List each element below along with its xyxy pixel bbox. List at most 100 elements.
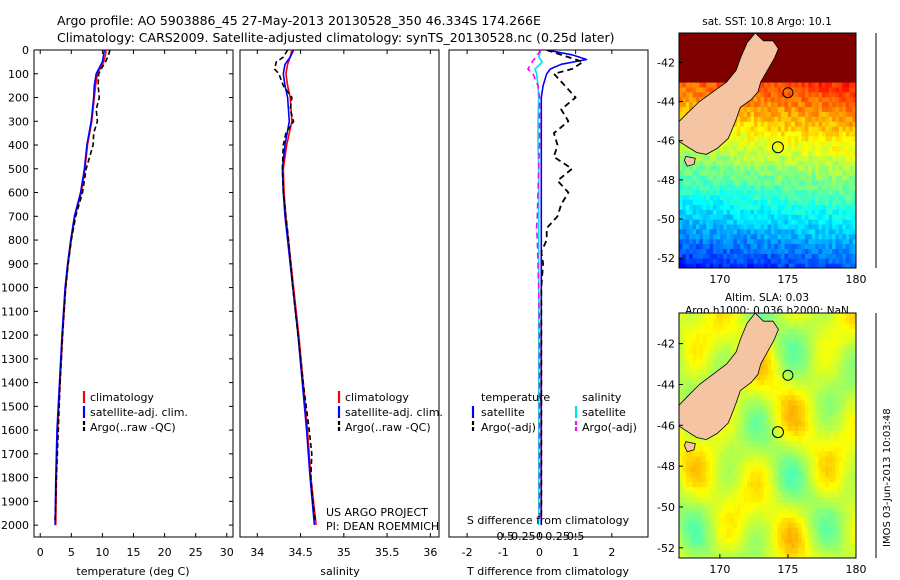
map-cell (719, 170, 724, 176)
map-cell (692, 486, 697, 493)
map-cell (784, 258, 789, 264)
map-cell (696, 179, 701, 186)
legend-satellite-adj: satellite-adj. clim. (90, 406, 188, 419)
map-cell (777, 547, 782, 554)
map-cell (726, 223, 731, 230)
map-cell (757, 101, 762, 108)
map-cell (818, 223, 823, 230)
map-cell (787, 435, 792, 442)
map-cell (781, 333, 786, 340)
map-cell (798, 233, 803, 240)
map-cell (770, 67, 775, 73)
map-cell (821, 189, 826, 196)
map-cell (801, 140, 806, 147)
map-cell (852, 116, 856, 122)
map-cell (709, 155, 714, 161)
map-cell (784, 130, 789, 137)
map-cell (804, 532, 809, 539)
map-cell (832, 86, 837, 93)
map-cell (818, 37, 823, 44)
map-cell (821, 194, 826, 201)
series-line-argo-raw-qc- (54, 50, 111, 521)
map-cell (730, 476, 735, 483)
map-cell (801, 91, 806, 98)
map-cell (682, 512, 687, 518)
map-cell (811, 111, 816, 117)
map-cell (787, 37, 792, 44)
map-cell (777, 450, 782, 457)
map-cell (794, 243, 799, 250)
map-cell (699, 57, 704, 63)
map-cell (770, 435, 775, 442)
map-cell (835, 219, 840, 225)
map-cell (733, 130, 738, 137)
map-cell (723, 445, 728, 452)
map-cell (702, 506, 707, 513)
map-cell (723, 253, 728, 259)
map-cell (757, 199, 762, 205)
map-cell (801, 450, 806, 457)
map-cell (811, 248, 816, 254)
map-cell (832, 455, 837, 462)
map-cell (821, 333, 826, 340)
map-cell (709, 517, 714, 523)
map-cell (770, 353, 775, 360)
map-cell (702, 517, 707, 523)
map-cell (736, 399, 741, 406)
legend-s-argo: Argo(-adj) (582, 421, 637, 434)
map-cell (842, 42, 847, 49)
map-cell (781, 47, 786, 54)
map-cell (798, 547, 803, 554)
map-cell (842, 263, 847, 268)
map-cell (692, 476, 697, 483)
map-cell (740, 323, 745, 329)
map-cell (753, 522, 758, 528)
map-cell (832, 150, 837, 156)
map-cell (825, 409, 830, 416)
map-cell (808, 135, 813, 142)
map-cell (798, 369, 803, 375)
map-cell (791, 318, 796, 324)
map-cell (784, 369, 789, 375)
map-cell (692, 384, 697, 391)
map-cell (743, 420, 748, 426)
map-cell (787, 174, 792, 181)
map-cell (760, 238, 765, 245)
map-cell (764, 126, 769, 132)
map-cell (679, 209, 683, 215)
map-cell (743, 394, 748, 401)
map-cell (808, 404, 813, 411)
map-cell (713, 461, 718, 467)
map-cell (832, 399, 837, 406)
map-cell (801, 101, 806, 108)
map-cell (696, 532, 701, 539)
s-tick-label: -0.25 (507, 530, 535, 543)
map-cell (702, 323, 707, 329)
map-cell (679, 364, 683, 370)
map-cell (774, 527, 779, 534)
map-cell (713, 547, 718, 554)
map-cell (804, 209, 809, 215)
map-cell (835, 135, 840, 142)
map-cell (716, 263, 721, 268)
map-cell (794, 248, 799, 254)
map-cell (699, 189, 704, 196)
map-cell (719, 522, 724, 528)
map-cell (798, 318, 803, 324)
map-cell (821, 496, 826, 503)
map-cell (804, 116, 809, 122)
map-cell (767, 101, 772, 108)
map-cell (750, 111, 755, 117)
map-cell (730, 547, 735, 554)
map-cell (808, 121, 813, 127)
map-cell (781, 425, 786, 431)
map-cell (719, 37, 724, 44)
map-cell (777, 420, 782, 426)
map-cell (808, 552, 813, 558)
map-cell (757, 404, 762, 411)
map-cell (770, 179, 775, 186)
map-cell (733, 184, 738, 191)
map-cell (699, 379, 704, 386)
map-cell (719, 318, 724, 324)
map-cell (784, 379, 789, 386)
